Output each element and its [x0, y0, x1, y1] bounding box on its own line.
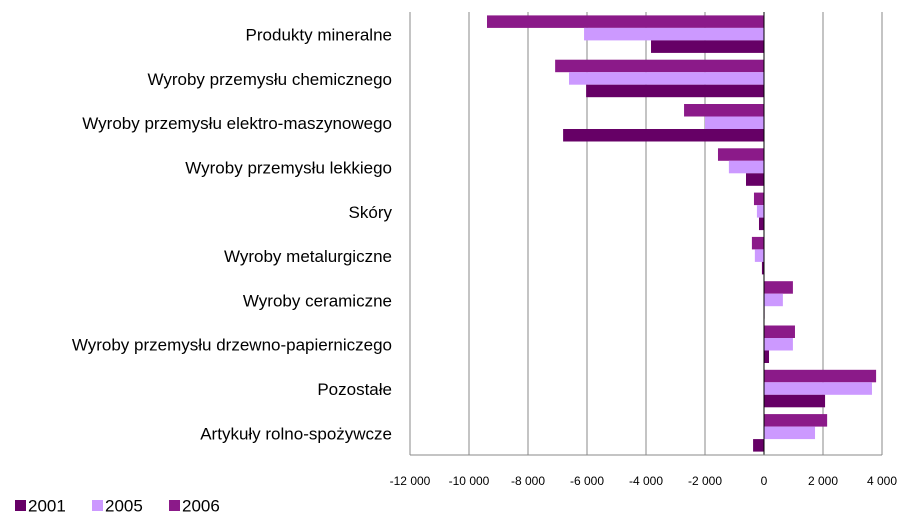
legend-label: 2005: [105, 496, 143, 515]
bar: [764, 414, 828, 427]
bar: [563, 129, 764, 142]
category-label: Pozostałe: [317, 380, 392, 399]
category-label: Wyroby metalurgiczne: [224, 247, 392, 266]
x-tick-label: -2 000: [688, 474, 722, 488]
bar: [764, 350, 770, 363]
bar: [486, 15, 764, 28]
bar: [684, 104, 764, 117]
bar: [569, 72, 764, 85]
bar: [705, 116, 764, 129]
bar: [761, 261, 764, 275]
legend-label: 2006: [182, 496, 220, 515]
legend-swatch: [15, 500, 26, 511]
x-tick-label: -8 000: [511, 474, 545, 488]
bar: [764, 426, 816, 440]
legend-swatch: [169, 500, 180, 511]
x-tick-label: 4 000: [867, 474, 897, 488]
category-label: Wyroby przemysłu elektro-maszynowego: [82, 114, 392, 133]
category-label: Wyroby przemysłu chemicznego: [147, 70, 392, 89]
bar: [754, 249, 764, 262]
x-tick-label: -4 000: [629, 474, 663, 488]
bar: [753, 439, 764, 452]
bar: [756, 205, 764, 218]
bar: [764, 382, 872, 395]
bar: [728, 160, 764, 174]
category-label: Produkty mineralne: [246, 26, 392, 45]
bar: [751, 236, 764, 250]
bar: [764, 338, 793, 351]
bar: [753, 192, 764, 206]
bar: [584, 27, 764, 41]
bar: [764, 394, 826, 408]
category-label: Skóry: [349, 203, 393, 222]
x-tick-label: 0: [761, 474, 768, 488]
category-label: Wyroby ceramiczne: [243, 291, 392, 310]
bar: [764, 281, 793, 294]
x-tick-label: -6 000: [570, 474, 604, 488]
legend-swatch: [92, 500, 103, 511]
bar: [586, 84, 764, 98]
bar: [555, 59, 764, 73]
category-label: Wyroby przemysłu drzewno-papierniczego: [72, 336, 392, 355]
category-label: Wyroby przemysłu lekkiego: [185, 159, 392, 178]
bar: [758, 217, 764, 231]
x-tick-label: -10 000: [449, 474, 490, 488]
category-label: Artykuły rolno-spożywcze: [200, 424, 392, 443]
x-tick-label: 2 000: [808, 474, 838, 488]
bar: [764, 369, 877, 383]
bar: [746, 173, 764, 186]
bar: [764, 293, 783, 307]
bar: [717, 148, 764, 161]
x-tick-label: -12 000: [390, 474, 431, 488]
bar: [764, 325, 795, 338]
bar: [651, 40, 764, 53]
legend-label: 2001: [28, 496, 66, 515]
